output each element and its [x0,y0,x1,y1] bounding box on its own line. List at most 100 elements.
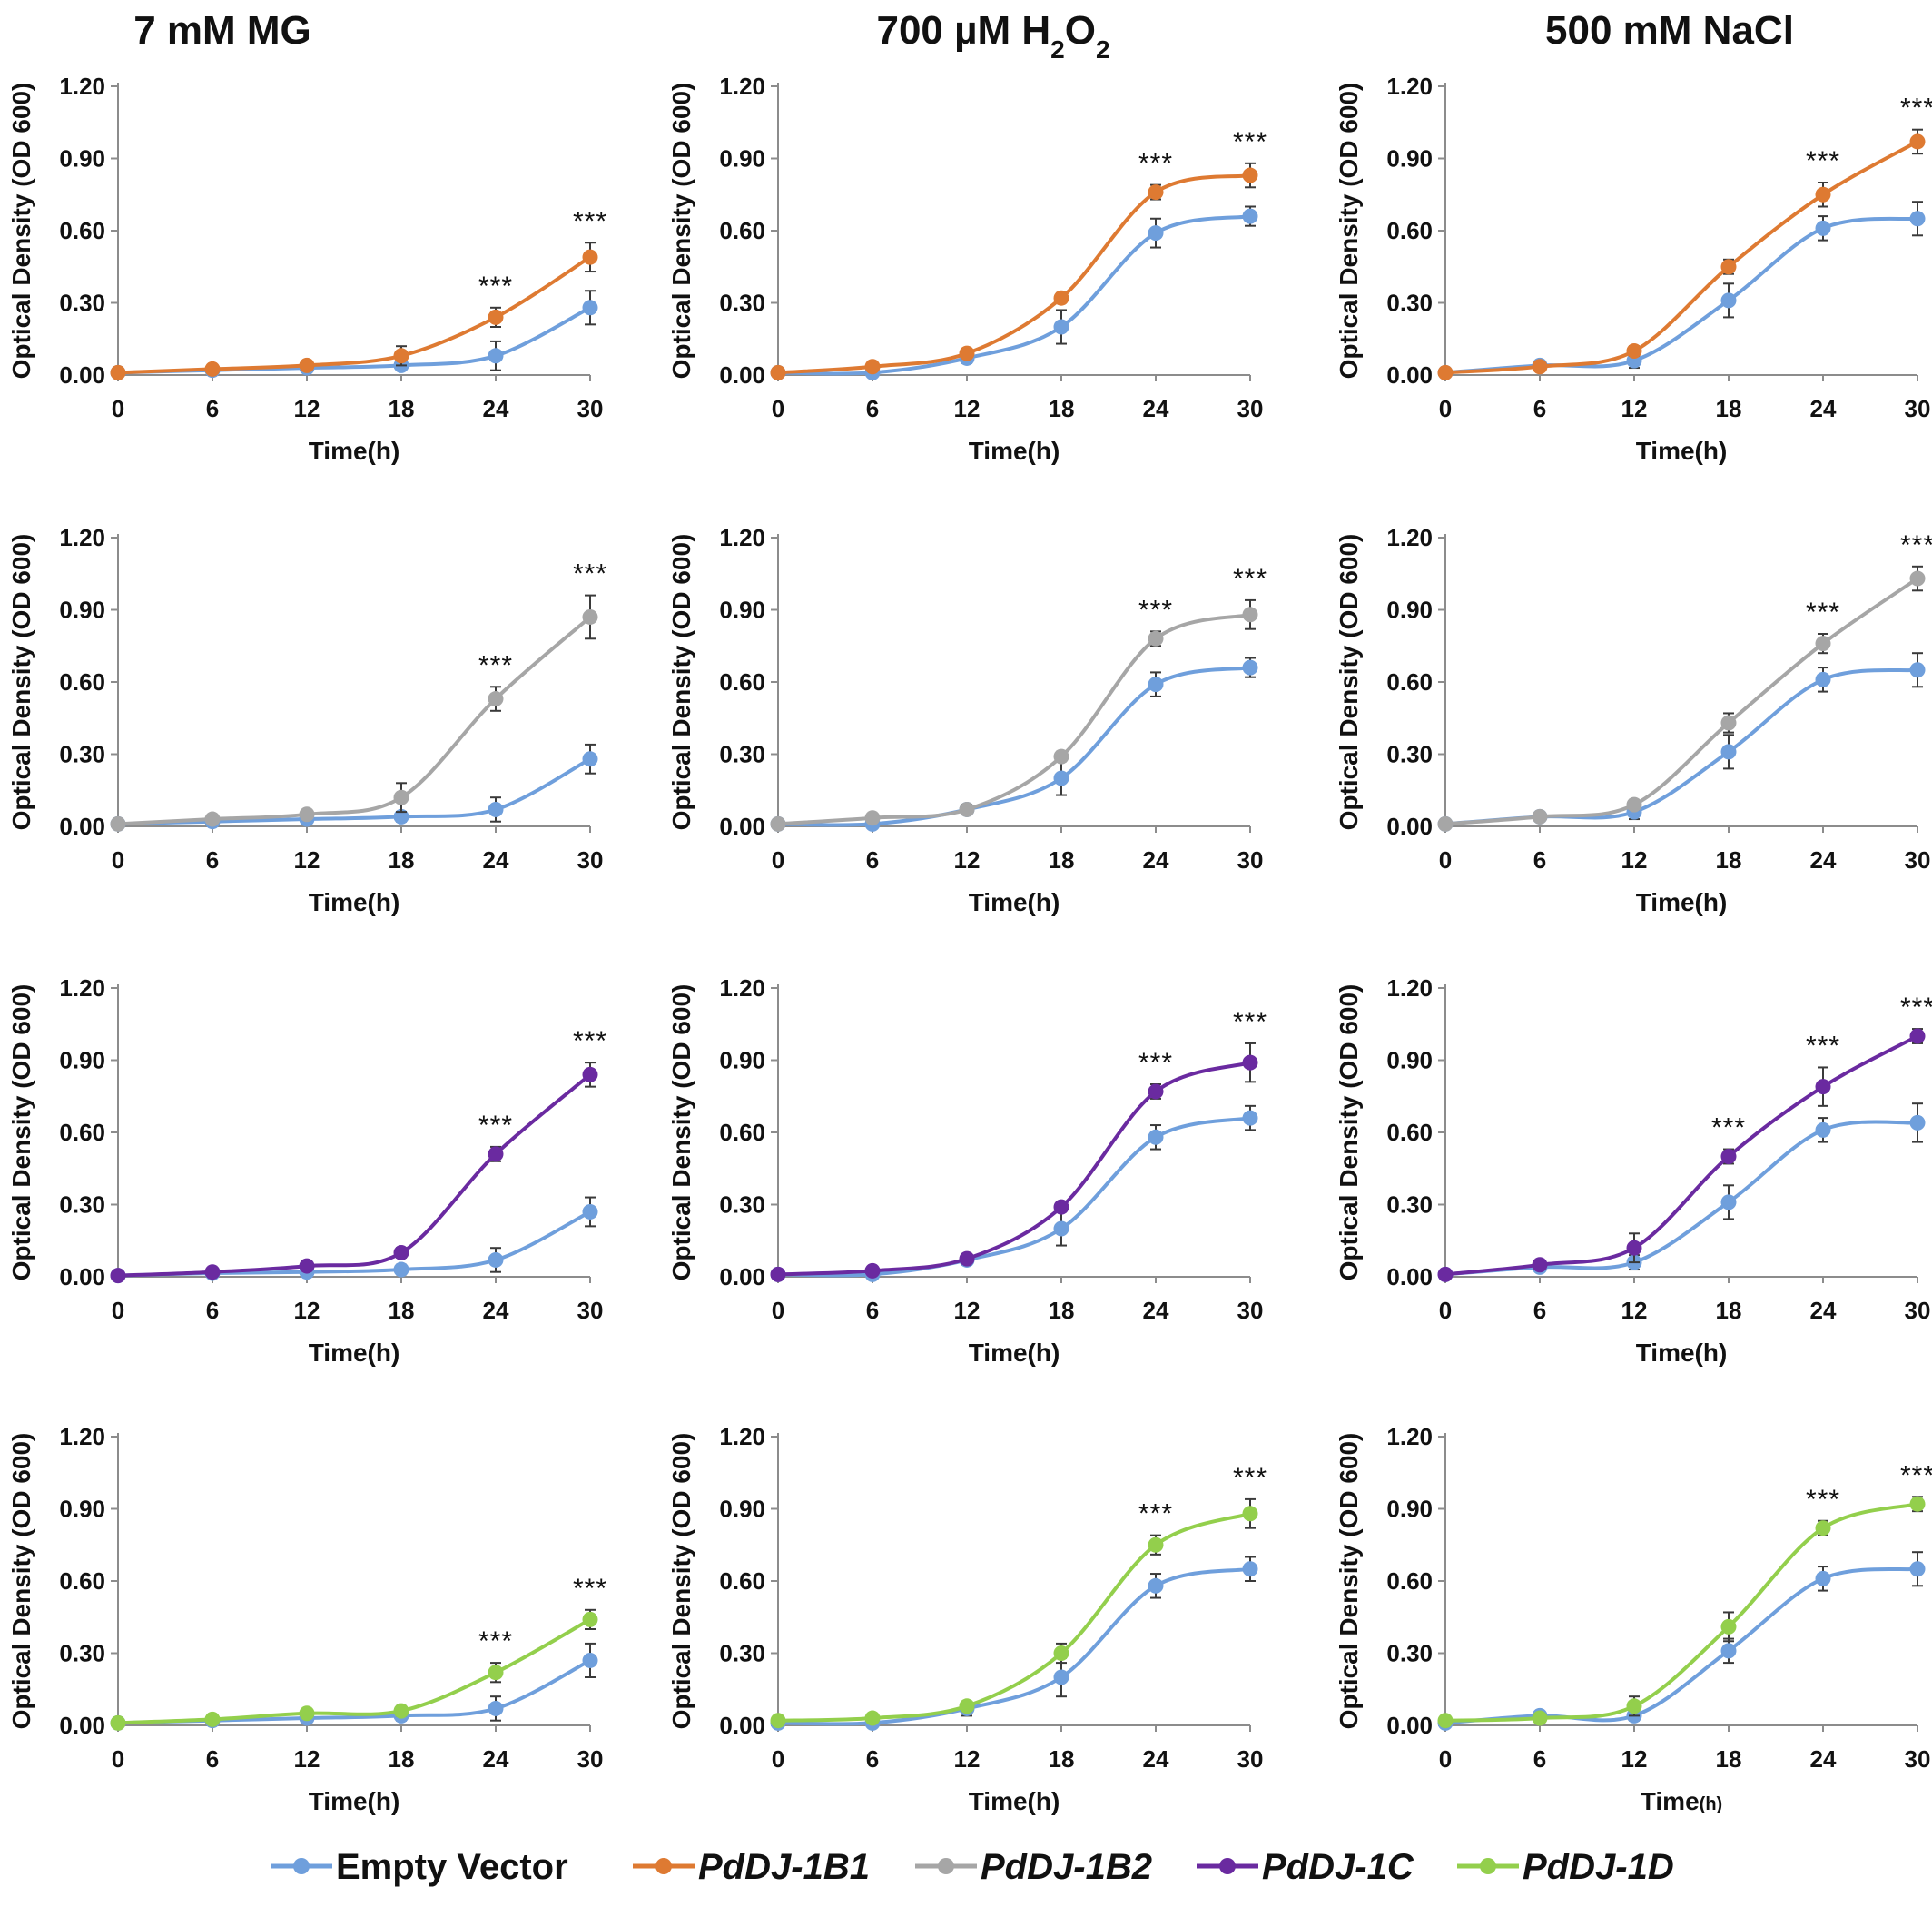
data-point [393,348,409,364]
legend-item: PdDJ-1B2 [915,1847,1152,1887]
series-line [117,1617,591,1725]
series [110,743,598,832]
x-axis-label-text: Time(h) [969,437,1060,465]
data-point [770,815,786,832]
data-point [582,300,598,316]
y-tick-label: 1.20 [719,1423,765,1450]
significance-marker: *** [1138,595,1173,625]
column-title-part: 2 [1096,35,1110,64]
x-tick-label: 24 [1810,1745,1837,1773]
y-tick-label: 0.30 [719,741,765,768]
x-tick-label: 24 [483,846,509,874]
x-tick-label: 12 [1622,1297,1648,1324]
y-tick-label: 0.60 [1386,1567,1433,1595]
y-tick-label: 0.30 [1386,290,1433,317]
y-tick-label: 0.00 [59,361,105,389]
series-line [777,173,1251,375]
x-axis-label: Time(h) [1636,437,1728,465]
y-tick-label: 1.20 [59,524,105,551]
x-tick-label: 6 [866,1297,879,1324]
data-point [1815,220,1831,236]
data-point [1437,1713,1454,1729]
x-axis-label-text: Time(h) [969,1787,1060,1815]
x-tick-label: 30 [1905,846,1931,874]
x-tick-label: 30 [1905,1297,1931,1324]
y-axis-label: Optical Density (OD 600) [667,1433,695,1730]
x-tick-label: 24 [1143,395,1169,422]
x-axis-label-text: Time(h) [969,1339,1060,1367]
y-tick-label: 0.00 [59,1263,105,1290]
x-tick-label: 0 [772,395,784,422]
y-tick-label: 1.20 [1386,73,1433,100]
x-axis-label-text: Time(h) [309,437,400,465]
x-tick-label: 0 [112,1297,124,1324]
x-tick-label: 6 [206,395,219,422]
significance-marker: *** [478,650,513,680]
x-axis-label-text: Time(h) [309,1787,400,1815]
x-tick-label: 30 [1237,395,1264,422]
x-tick-label: 12 [954,846,981,874]
y-axis-label: Optical Density (OD 600) [667,83,695,380]
data-point [1437,364,1454,380]
data-point [582,751,598,767]
data-point [959,345,975,361]
data-point [582,1203,598,1220]
chart-panel: 0.00 0.30 0.60 0.90 1.20 0 6 12 18 24 30 Time(h) Opt… [7,524,607,916]
series-line [777,1061,1251,1277]
data-point [582,1611,598,1627]
x-tick-label: 0 [112,1745,124,1773]
y-tick-label: 0.30 [719,290,765,317]
y-tick-label: 0.60 [719,1567,765,1595]
y-tick-label: 0.00 [719,813,765,840]
x-axis-label-text: Time(h) [309,1339,400,1367]
chart-panel: 0.00 0.30 0.60 0.90 1.20 0 6 12 18 24 30 Time(h) Opt… [667,1423,1267,1815]
significance-marker: *** [573,206,607,236]
data-point [299,806,315,823]
y-tick-label: 0.30 [59,1191,105,1219]
data-point [393,1245,409,1260]
data-point [204,1264,221,1280]
significance-marker: *** [1233,127,1267,157]
series [770,1104,1258,1282]
series [770,657,1258,832]
significance-marker: *** [573,559,607,589]
data-point [582,608,598,625]
data-point [1532,808,1548,825]
y-tick-label: 0.60 [59,1567,105,1595]
data-point [959,1250,975,1267]
x-tick-label: 24 [483,1745,509,1773]
data-point [1148,1129,1164,1145]
y-tick-label: 0.60 [59,1119,105,1146]
data-point [1242,607,1258,623]
chart-panel: 0.00 0.30 0.60 0.90 1.20 0 6 12 18 24 30 Time(h) Opt… [7,974,606,1367]
data-point [204,361,221,377]
data-point [1437,815,1454,832]
data-point [204,811,221,827]
y-tick-label: 1.20 [59,73,105,100]
data-point [1532,1710,1548,1726]
x-tick-label: 18 [1049,1297,1075,1324]
x-tick-label: 12 [1622,846,1648,874]
data-point [1148,1536,1164,1553]
x-tick-label: 30 [577,1745,604,1773]
x-tick-label: 0 [1439,395,1452,422]
x-tick-label: 12 [294,395,320,422]
x-axis-label: Time(h) [1636,1339,1728,1367]
column-title-part: O [1065,8,1096,53]
significance-marker: *** [478,1626,513,1656]
data-point [770,364,786,380]
significance-marker: *** [1233,1007,1267,1037]
data-point [488,1251,504,1268]
x-axis-label-text: Time [1641,1787,1700,1815]
chart-panel: 0.00 0.30 0.60 0.90 1.20 0 6 12 18 24 30 Time(h) Opt… [7,1423,606,1815]
data-point [1815,186,1831,203]
series [770,1497,1258,1729]
series [770,205,1258,380]
series [1437,1496,1926,1729]
data-point [1909,1561,1926,1577]
x-tick-label: 30 [1905,1745,1931,1773]
x-axis-label: Time(h) [309,1787,400,1815]
data-point [299,1705,315,1722]
y-tick-label: 1.20 [59,974,105,1002]
x-tick-label: 6 [1533,395,1546,422]
